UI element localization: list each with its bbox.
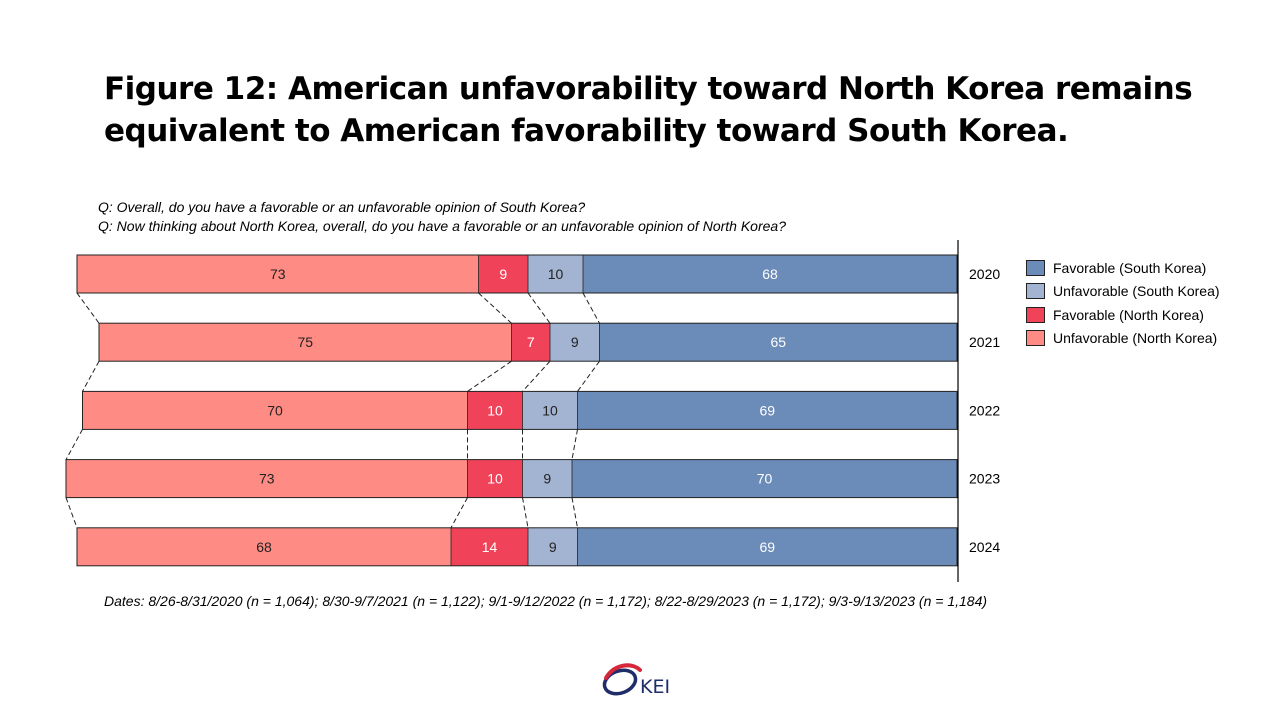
bar-outline xyxy=(76,254,958,294)
category-label: 2020 xyxy=(969,266,1000,282)
bar-segment xyxy=(511,323,550,362)
legend-label: Favorable (North Korea) xyxy=(1053,306,1204,323)
series-line xyxy=(65,497,78,528)
data-label: 7 xyxy=(527,334,535,350)
bar-outline xyxy=(76,527,958,567)
legend-label: Favorable (South Korea) xyxy=(1053,259,1207,276)
series-line xyxy=(467,360,512,392)
bar-segment xyxy=(467,391,523,430)
title-line-2: equivalent to American favorability towa… xyxy=(104,113,1069,149)
bar-segment xyxy=(99,323,512,362)
series-line xyxy=(571,429,578,460)
category-label: 2022 xyxy=(969,402,1000,418)
legend-swatch xyxy=(1026,283,1045,300)
bar-segment xyxy=(599,323,957,362)
data-label: 10 xyxy=(542,402,558,418)
data-label: 68 xyxy=(762,266,778,282)
bar-segment xyxy=(82,391,468,430)
bar-segment xyxy=(467,459,523,498)
kei-logo: KEI xyxy=(600,660,690,700)
series-line xyxy=(577,360,600,392)
bar-segment xyxy=(478,255,528,293)
data-label: 69 xyxy=(759,539,775,555)
category-label: 2021 xyxy=(969,334,1000,350)
title-line-1: Figure 12: American unfavorability towar… xyxy=(104,71,1193,107)
data-label: 10 xyxy=(548,266,564,282)
bar-segment xyxy=(66,459,468,498)
series-line xyxy=(582,292,600,324)
series-line xyxy=(65,429,83,460)
bar-segment xyxy=(577,527,957,566)
data-label: 68 xyxy=(256,539,272,555)
data-label: 9 xyxy=(549,539,557,555)
legend-label: Unfavorable (North Korea) xyxy=(1053,330,1218,347)
bar-segment xyxy=(77,255,479,293)
legend-swatch xyxy=(1026,330,1045,347)
data-label: 73 xyxy=(270,266,286,282)
bar-outline xyxy=(98,322,958,362)
data-label: 65 xyxy=(770,334,786,350)
series-line xyxy=(522,360,551,392)
series-line xyxy=(82,360,100,392)
data-label: 10 xyxy=(487,402,503,418)
category-label: 2023 xyxy=(969,471,1000,487)
bar-segment xyxy=(528,255,583,293)
series-line xyxy=(571,497,578,528)
legend-item: Unfavorable (North Korea) xyxy=(1026,327,1266,351)
kei-swoosh-icon xyxy=(602,663,642,696)
bar-outline xyxy=(82,390,958,430)
chart-title: Figure 12: American unfavorability towar… xyxy=(104,68,1193,152)
data-label: 14 xyxy=(482,539,498,555)
category-label: 2024 xyxy=(969,539,1000,555)
bar-segment xyxy=(528,527,578,566)
data-label: 10 xyxy=(487,471,503,487)
data-label: 9 xyxy=(571,334,579,350)
legend-swatch xyxy=(1026,306,1045,323)
legend-item: Favorable (South Korea) xyxy=(1026,256,1266,280)
bar-segment xyxy=(522,391,578,430)
data-label: 75 xyxy=(297,334,313,350)
legend-item: Unfavorable (South Korea) xyxy=(1026,280,1266,304)
series-line xyxy=(450,497,468,529)
bar-segment xyxy=(451,527,528,566)
bar-segment xyxy=(572,459,957,498)
question-south-korea: Q: Overall, do you have a favorable or a… xyxy=(98,199,586,215)
series-line xyxy=(478,292,512,324)
legend-swatch xyxy=(1026,259,1045,276)
series-line xyxy=(527,292,551,324)
data-label: 9 xyxy=(499,266,507,282)
data-label: 9 xyxy=(543,471,551,487)
bar-segment xyxy=(550,323,600,362)
bar-segment xyxy=(577,391,957,430)
legend-item: Favorable (North Korea) xyxy=(1026,303,1266,327)
data-label: 70 xyxy=(757,471,773,487)
series-line xyxy=(522,497,529,528)
data-label: 73 xyxy=(259,471,275,487)
bar-segment xyxy=(583,255,957,293)
data-label: 70 xyxy=(267,402,283,418)
legend-label: Unfavorable (South Korea) xyxy=(1053,283,1220,300)
dates-footnote: Dates: 8/26-8/31/2020 (n = 1,064); 8/30-… xyxy=(104,593,988,609)
bar-segment xyxy=(522,459,572,498)
data-label: 69 xyxy=(759,402,775,418)
series-line xyxy=(76,292,100,324)
bar-outline xyxy=(65,459,958,499)
logo-text: KEI xyxy=(640,676,671,698)
chart-legend: Favorable (South Korea) Unfavorable (Sou… xyxy=(1026,256,1266,350)
bar-segment xyxy=(77,527,451,566)
question-north-korea: Q: Now thinking about North Korea, overa… xyxy=(98,218,786,234)
